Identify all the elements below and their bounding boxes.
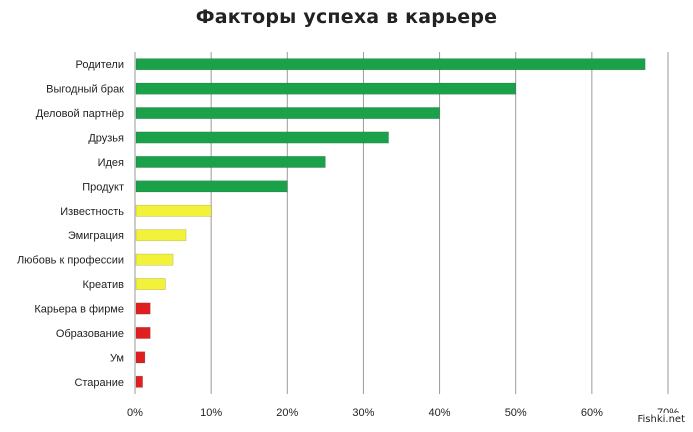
bar-13 xyxy=(135,375,143,388)
bar-8 xyxy=(135,253,174,266)
bar-3 xyxy=(135,131,389,144)
category-label-13: Старание xyxy=(74,377,124,389)
x-tick-label-5: 50% xyxy=(505,407,527,419)
x-tick-label-3: 30% xyxy=(352,407,374,419)
category-label-0: Родители xyxy=(75,59,124,71)
bar-6 xyxy=(135,204,212,217)
bar-11 xyxy=(135,327,151,339)
bar-12 xyxy=(135,351,146,364)
x-tick-label-4: 40% xyxy=(429,407,451,419)
category-label-4: Идея xyxy=(98,157,124,169)
category-label-5: Продукт xyxy=(82,181,124,193)
x-tick-label-6: 60% xyxy=(581,407,603,419)
category-label-1: Выгодный брак xyxy=(46,84,124,96)
category-label-3: Друзья xyxy=(88,133,124,145)
category-label-2: Деловой партнёр xyxy=(36,108,124,120)
category-label-10: Карьера в фирме xyxy=(34,304,124,316)
category-label-8: Любовь к профессии xyxy=(17,255,124,267)
bar-1 xyxy=(135,82,516,95)
bar-2 xyxy=(135,107,440,119)
bar-4 xyxy=(135,156,326,168)
x-tick-label-2: 20% xyxy=(276,407,298,419)
bar-0 xyxy=(135,58,646,71)
bar-7 xyxy=(135,229,187,242)
category-label-6: Известность xyxy=(60,206,124,218)
bar-10 xyxy=(135,302,151,315)
x-tick-label-0: 0% xyxy=(127,407,143,419)
category-label-11: Образование xyxy=(56,328,124,340)
bar-5 xyxy=(135,180,288,193)
chart-title: Факторы успеха в карьере xyxy=(195,6,498,28)
category-label-7: Эмиграция xyxy=(68,230,124,242)
bar-9 xyxy=(135,278,166,290)
category-label-12: Ум xyxy=(110,352,124,364)
x-tick-label-1: 10% xyxy=(200,407,222,419)
watermark: Fishki.net xyxy=(635,413,687,426)
category-label-9: Креатив xyxy=(82,279,124,291)
